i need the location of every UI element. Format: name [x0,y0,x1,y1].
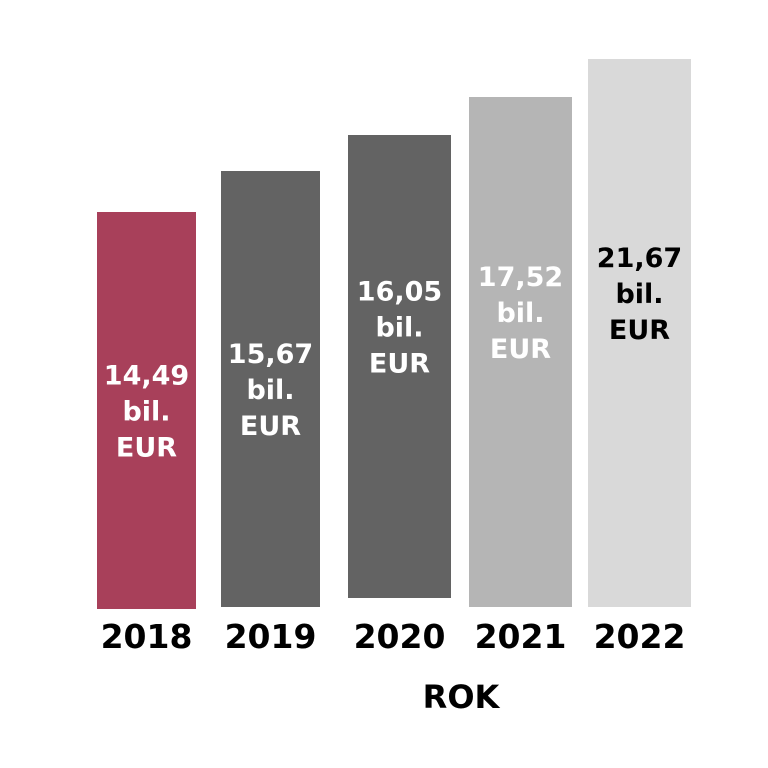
bar-value-line: bil. [496,298,544,329]
bar-value-line: EUR [490,334,551,365]
bar-2020 [348,135,451,598]
bar-value-label-2018: 14,49 bil. EUR [104,361,189,464]
bar-value-line: EUR [609,315,670,346]
bar-value-line: bil. [615,279,663,310]
bar-value-line: 16,05 [357,277,442,308]
bar-value-line: EUR [116,433,177,464]
bar-value-line: bil. [122,397,170,428]
bar-value-line: EUR [240,411,301,442]
x-axis-title: ROK [423,678,501,716]
bar-2022 [588,59,691,607]
bar-value-label-2019: 15,67 bil. EUR [228,339,313,442]
bar-value-line: 15,67 [228,339,313,370]
bar-value-line: 17,52 [478,262,563,293]
bar-value-label-2020: 16,05 bil. EUR [357,277,442,380]
x-tick-label-2022: 2022 [594,617,686,656]
bar-2021 [469,97,572,607]
bars-group [97,59,691,609]
x-tick-label-2021: 2021 [475,617,567,656]
bar-value-line: bil. [375,313,423,344]
bar-value-line: EUR [369,349,430,380]
x-tick-label-2019: 2019 [225,617,317,656]
x-tick-label-2020: 2020 [354,617,446,656]
bar-value-label-2021: 17,52 bil. EUR [478,262,563,365]
bar-value-line: bil. [246,375,294,406]
bar-value-line: 21,67 [597,243,682,274]
bar-2019 [221,171,320,607]
bar-value-line: 14,49 [104,361,189,392]
x-tick-labels-group: 2018 2019 2020 2021 2022 [101,617,686,656]
x-tick-label-2018: 2018 [101,617,193,656]
bar-2018 [97,212,196,609]
bar-value-label-2022: 21,67 bil. EUR [597,243,682,346]
